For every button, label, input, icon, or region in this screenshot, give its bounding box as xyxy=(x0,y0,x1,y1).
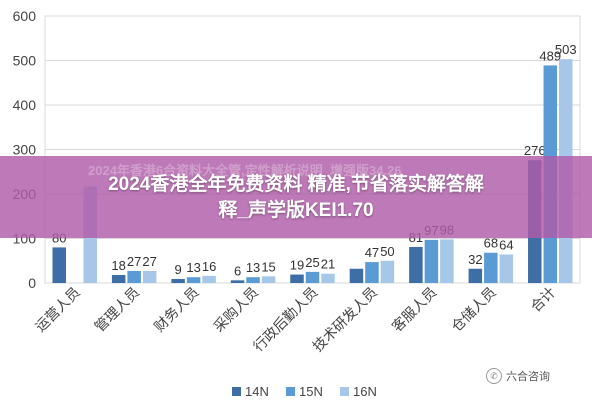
data-label: 19 xyxy=(290,258,304,273)
legend-label-15N: 15N xyxy=(299,384,323,399)
bar-15N-1 xyxy=(127,270,141,283)
legend-swatch-15N xyxy=(286,387,295,396)
bar-16N-5 xyxy=(380,260,395,283)
data-label: 503 xyxy=(555,42,577,57)
y-tick-label: 0 xyxy=(28,275,36,291)
bar-14N-7 xyxy=(468,268,483,283)
x-tick-label: 仓储人员 xyxy=(448,284,499,335)
wechat-icon: ✆ xyxy=(486,368,502,384)
banner-subtitle: 2024年香港6合资料大全管,定性解析说明_增强版34.26 xyxy=(88,163,402,178)
data-label: 21 xyxy=(321,257,335,272)
data-label: 13 xyxy=(246,260,260,275)
data-label: 16 xyxy=(202,259,216,274)
bar-14N-6 xyxy=(409,246,423,283)
title-banner: 2024年香港6合资料大全管,定性解析说明_增强版34.26 2024香港全年免… xyxy=(0,156,592,238)
banner-title-line1: 2024香港全年免费资料 精准,节省落实解答解 xyxy=(108,174,484,195)
data-label: 68 xyxy=(484,236,498,251)
y-tick-label: 500 xyxy=(13,53,37,69)
x-tick-label: 管理人员 xyxy=(91,284,142,335)
data-label: 27 xyxy=(142,254,156,269)
legend-label-16N: 16N xyxy=(353,384,377,399)
y-tick-label: 400 xyxy=(13,97,37,113)
data-label: 13 xyxy=(186,260,200,275)
data-label: 489 xyxy=(539,48,561,63)
legend-swatch-16N xyxy=(340,387,349,396)
legend-swatch-14N xyxy=(232,387,241,396)
data-label: 50 xyxy=(380,244,394,259)
bar-16N-2 xyxy=(202,275,216,283)
bar-15N-4 xyxy=(305,271,320,283)
bar-14N-3 xyxy=(230,280,245,283)
data-label: 64 xyxy=(499,238,513,253)
bar-16N-3 xyxy=(261,276,276,283)
data-label: 9 xyxy=(174,262,181,277)
bar-15N-2 xyxy=(186,277,201,283)
legend-label-14N: 14N xyxy=(245,384,269,399)
data-label: 27 xyxy=(127,254,141,269)
banner-title-line2: 释_声学版KEI1.70 xyxy=(218,200,374,221)
bar-16N-7 xyxy=(499,254,514,283)
bar-15N-6 xyxy=(424,239,439,283)
x-tick-label: 运营人员 xyxy=(32,284,83,335)
bar-14N-5 xyxy=(349,268,364,283)
bar-15N-5 xyxy=(365,262,379,283)
x-tick-label: 客服人员 xyxy=(389,284,440,335)
data-label: 276 xyxy=(524,143,546,158)
x-tick-label: 财务人员 xyxy=(151,284,202,335)
bar-16N-4 xyxy=(321,273,335,283)
banner-title: 2024香港全年免费资料 精准,节省落实解答解 释_声学版KEI1.70 xyxy=(0,172,592,224)
bar-14N-4 xyxy=(290,274,304,283)
bar-16N-6 xyxy=(440,239,454,283)
x-tick-label: 采购人员 xyxy=(210,284,261,335)
data-label: 6 xyxy=(234,263,241,278)
bar-14N-2 xyxy=(171,278,185,283)
y-tick-label: 300 xyxy=(13,142,37,158)
data-label: 18 xyxy=(111,258,125,273)
bar-14N-0 xyxy=(52,247,66,283)
bar-14N-1 xyxy=(111,274,126,283)
x-tick-label: 合计 xyxy=(527,284,558,315)
data-label: 15 xyxy=(261,259,275,274)
watermark-text: 六合咨询 xyxy=(506,371,550,383)
bar-15N-7 xyxy=(484,252,498,283)
bar-16N-1 xyxy=(142,270,157,283)
watermark: ✆ 六合咨询 xyxy=(486,368,550,384)
data-label: 25 xyxy=(305,255,319,270)
data-label: 47 xyxy=(365,245,379,260)
data-label: 32 xyxy=(468,252,482,267)
x-tick-label: 技术研发人员 xyxy=(309,284,380,355)
bar-15N-3 xyxy=(246,277,260,283)
y-tick-label: 600 xyxy=(13,8,37,24)
